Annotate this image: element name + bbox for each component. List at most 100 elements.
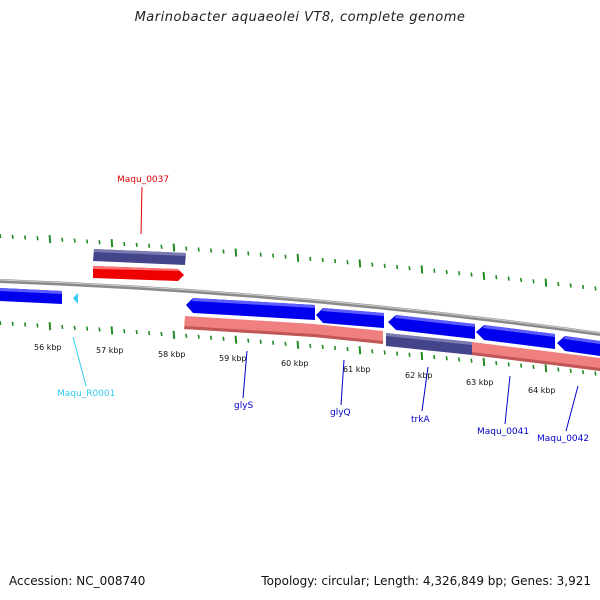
tick-row-upper <box>0 233 597 291</box>
gene-maqu-0037-reverse[interactable] <box>93 249 186 265</box>
minor-tick <box>396 351 399 356</box>
kbp-label: 59 kbp <box>219 354 247 363</box>
major-tick <box>358 259 362 268</box>
gene-label-maqu-0042[interactable]: Maqu_0042 <box>537 434 589 444</box>
gene-label-glys[interactable]: glyS <box>234 401 254 411</box>
minor-tick <box>582 370 585 375</box>
minor-tick <box>309 343 312 348</box>
minor-tick <box>321 344 324 350</box>
gene-maqu-0041-arrow[interactable] <box>476 325 555 349</box>
minor-tick <box>594 286 597 291</box>
minor-tick <box>458 271 461 276</box>
gene-label-maqu-0041[interactable]: Maqu_0041 <box>477 427 529 437</box>
minor-tick <box>371 349 374 354</box>
minor-tick <box>594 371 597 376</box>
minor-tick <box>346 346 349 352</box>
kbp-label: 60 kbp <box>281 359 309 368</box>
minor-tick <box>11 234 14 239</box>
gene-glys[interactable] <box>186 298 315 320</box>
gene-trka-reverse-bar[interactable] <box>386 333 472 355</box>
gene-red-forward[interactable] <box>93 266 184 281</box>
gene-maqu-r0001[interactable] <box>73 293 78 304</box>
minor-tick <box>259 252 262 257</box>
kbp-label: 61 kbp <box>343 365 371 374</box>
gene-label-glyq[interactable]: glyQ <box>330 408 351 418</box>
minor-tick <box>520 363 523 368</box>
minor-tick <box>197 247 200 252</box>
kbp-label: 56 kbp <box>34 343 62 352</box>
minor-tick <box>272 253 275 258</box>
minor-tick <box>383 350 386 355</box>
gene-trka-arrow[interactable] <box>388 315 475 339</box>
major-tick <box>482 357 486 366</box>
minor-tick <box>185 246 188 251</box>
minor-tick <box>123 241 126 247</box>
minor-tick <box>160 331 163 337</box>
minor-tick <box>582 284 585 290</box>
gene-maqu-0042-reverse-bar[interactable] <box>553 352 600 371</box>
minor-tick <box>495 361 498 366</box>
major-tick <box>172 330 176 339</box>
major-tick <box>110 239 114 248</box>
minor-tick <box>259 339 262 344</box>
minor-tick <box>557 281 560 287</box>
gene-maqu-0041-reverse-bar[interactable] <box>472 342 553 365</box>
tick-row-lower <box>0 320 597 376</box>
major-tick <box>358 346 362 355</box>
gene-glyq[interactable] <box>316 308 384 328</box>
minor-tick <box>11 321 14 326</box>
major-tick <box>544 364 548 373</box>
minor-tick <box>284 254 287 259</box>
major-tick <box>172 243 176 252</box>
minor-tick <box>445 356 448 361</box>
gene-label-maqu-0037[interactable]: Maqu_0037 <box>117 175 169 185</box>
major-tick <box>420 265 424 274</box>
minor-tick <box>73 325 76 330</box>
minor-tick <box>61 237 64 242</box>
minor-tick <box>520 277 523 283</box>
minor-tick <box>247 338 250 343</box>
major-tick <box>234 248 238 257</box>
minor-tick <box>284 341 287 346</box>
minor-tick <box>73 238 76 243</box>
major-tick <box>110 326 114 335</box>
gene-glys-reverse-bar[interactable] <box>184 316 314 337</box>
minor-tick <box>197 334 200 339</box>
minor-tick <box>507 362 510 367</box>
minor-tick <box>458 357 461 362</box>
minor-tick <box>148 330 151 336</box>
minor-tick <box>470 272 473 277</box>
minor-tick <box>309 256 312 262</box>
gene-label-trka[interactable]: trkA <box>411 415 430 425</box>
minor-tick <box>135 330 138 335</box>
minor-tick <box>321 257 324 263</box>
major-tick <box>234 335 238 344</box>
major-tick <box>296 253 300 262</box>
gene-maqu-0042-arrow[interactable] <box>557 336 600 356</box>
minor-tick <box>123 329 126 334</box>
minor-tick <box>532 279 535 284</box>
accession-label: Accession: NC_008740 <box>9 574 146 588</box>
map-title: Marinobacter aquaeolei VT8, complete gen… <box>134 10 466 25</box>
minor-tick <box>86 326 89 331</box>
genome-backbone <box>0 279 600 336</box>
genome-backbone-highlight <box>0 279 600 334</box>
gene-label-maqu-r0001[interactable]: Maqu_R0001 <box>57 389 115 399</box>
minor-tick <box>396 264 399 270</box>
minor-tick <box>36 323 39 328</box>
gene-blue-56kbp[interactable] <box>0 288 62 304</box>
minor-tick <box>445 269 448 275</box>
major-tick <box>544 278 548 287</box>
minor-tick <box>334 259 337 264</box>
kbp-label: 64 kbp <box>528 386 556 395</box>
minor-tick <box>0 320 2 326</box>
minor-tick <box>532 364 535 370</box>
genome-summary: Topology: circular; Length: 4,326,849 bp… <box>261 574 591 588</box>
minor-tick <box>86 239 89 244</box>
minor-tick <box>61 324 64 330</box>
gene-glyq-reverse-bar[interactable] <box>314 324 383 344</box>
minor-tick <box>569 283 572 288</box>
major-tick <box>48 322 52 331</box>
minor-tick <box>36 236 39 241</box>
